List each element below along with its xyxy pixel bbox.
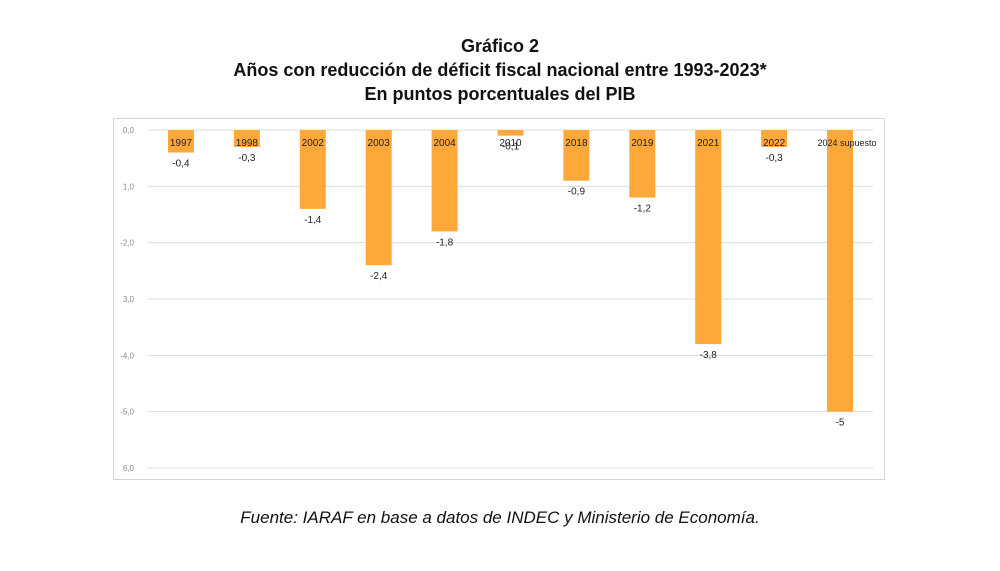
y-tick-label: 0,0 — [123, 126, 135, 135]
category-label: 2002 — [302, 138, 325, 149]
y-tick-label: -5,0 — [120, 408, 134, 417]
y-tick-label: 1,0 — [123, 182, 135, 191]
data-label: -5 — [836, 418, 845, 429]
data-label: -0,3 — [766, 153, 784, 164]
data-label: -0,3 — [238, 153, 256, 164]
bar — [365, 130, 392, 266]
bar — [629, 130, 656, 198]
bar — [431, 130, 458, 232]
bar — [167, 130, 194, 153]
y-tick-label: -4,0 — [120, 351, 134, 360]
data-label: -3,8 — [700, 350, 718, 361]
data-label: -1,4 — [304, 215, 322, 226]
y-tick-label: 3,0 — [123, 295, 135, 304]
data-label: -0,4 — [172, 159, 190, 170]
data-label: -1,2 — [634, 204, 652, 215]
category-label: 2024 supuesto — [818, 138, 877, 148]
y-tick-label: 6,0 — [123, 464, 135, 473]
data-label: -1,8 — [436, 237, 454, 248]
category-label: 2018 — [565, 138, 588, 149]
bar — [299, 130, 326, 209]
category-label: 2022 — [763, 138, 786, 149]
category-label: 2021 — [697, 138, 720, 149]
chart-title-block: Gráfico 2 Años con reducción de déficit … — [0, 34, 1000, 106]
source-note: Fuente: IARAF en base a datos de INDEC y… — [240, 508, 760, 527]
bar — [497, 130, 524, 136]
bar — [563, 130, 590, 181]
data-label: -0,1 — [502, 142, 520, 153]
chart-subtitle-units: En puntos porcentuales del PIB — [364, 84, 636, 104]
category-label: 2010 — [499, 138, 522, 149]
bar — [761, 130, 788, 147]
chart-title: Gráfico 2 — [460, 36, 540, 56]
category-label: 2004 — [433, 138, 456, 149]
bar — [695, 130, 722, 345]
bar — [827, 130, 854, 412]
category-label: 1998 — [236, 138, 259, 149]
bar — [233, 130, 260, 147]
category-label: 1997 — [170, 138, 193, 149]
category-label: 2019 — [631, 138, 654, 149]
data-label: -0,9 — [568, 187, 586, 198]
chart-subtitle: Años con reducción de déficit fiscal nac… — [233, 60, 767, 80]
data-label: -2,4 — [370, 271, 388, 282]
category-label: 2003 — [368, 138, 391, 149]
y-tick-label: -2,0 — [120, 239, 134, 248]
